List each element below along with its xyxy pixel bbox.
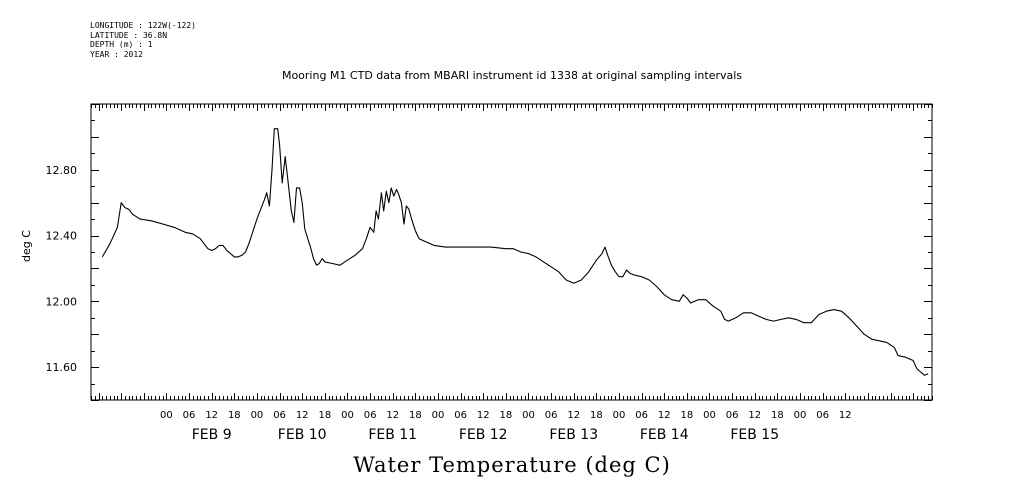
x-hour-label: 00	[341, 410, 354, 421]
longitude-label: LONGITUDE : 122W(-122)	[90, 21, 196, 30]
x-hour-label: 12	[658, 410, 671, 421]
x-hour-label: 18	[409, 410, 422, 421]
x-hour-label: 06	[183, 410, 196, 421]
x-day-label: FEB 11	[368, 427, 417, 443]
depth-label: DEPTH (m) : 1	[90, 40, 153, 49]
x-day-label: FEB 13	[549, 427, 598, 443]
x-hour-label: 18	[771, 410, 784, 421]
x-hour-label: 18	[228, 410, 241, 421]
latitude-label: LATITUDE : 36.8N	[90, 30, 168, 40]
x-hour-label: 12	[477, 410, 490, 421]
x-hour-label: 18	[680, 410, 693, 421]
x-hour-label: 06	[816, 410, 829, 421]
x-hour-label: 00	[703, 410, 716, 421]
x-hour-label: 06	[635, 410, 648, 421]
series-line-0	[101, 128, 929, 376]
x-axis-title: Water Temperature (deg C)	[353, 453, 671, 477]
metadata-block: LONGITUDE : 122W(-122) LATITUDE : 36.8N …	[90, 21, 196, 59]
x-hour-label: 18	[318, 410, 331, 421]
x-hour-label: 12	[567, 410, 580, 421]
x-day-label: FEB 15	[730, 427, 779, 443]
x-hour-label: 12	[205, 410, 218, 421]
x-hour-label: 06	[364, 410, 377, 421]
x-day-label: FEB 9	[192, 427, 232, 443]
x-hour-label: 12	[296, 410, 309, 421]
x-day-label: FEB 10	[278, 427, 327, 443]
x-hour-label: 18	[499, 410, 512, 421]
x-hour-label: 12	[386, 410, 399, 421]
y-tick-label: 12.80	[46, 164, 78, 177]
x-hour-label: 00	[160, 410, 173, 421]
x-hour-label: 06	[545, 410, 558, 421]
x-hour-label: 06	[454, 410, 467, 421]
x-hour-label: 00	[522, 410, 535, 421]
x-hour-label: 12	[748, 410, 761, 421]
x-hour-label: 00	[432, 410, 445, 421]
x-hour-label: 00	[794, 410, 807, 421]
x-day-label: FEB 12	[459, 427, 508, 443]
x-day-label: FEB 14	[640, 427, 689, 443]
chart-title: Mooring M1 CTD data from MBARI instrumen…	[281, 69, 743, 82]
x-hour-label: 18	[590, 410, 603, 421]
y-tick-label: 12.00	[46, 295, 78, 308]
plot-frame	[90, 103, 933, 401]
x-hour-label: 06	[726, 410, 739, 421]
year-label: YEAR : 2012	[90, 49, 143, 59]
y-tick-label: 12.40	[46, 230, 78, 243]
y-tick-label: 11.60	[46, 361, 78, 374]
x-hour-label: 00	[613, 410, 626, 421]
x-hour-label: 00	[251, 410, 264, 421]
x-hour-label: 12	[839, 410, 852, 421]
x-hour-label: 06	[273, 410, 286, 421]
